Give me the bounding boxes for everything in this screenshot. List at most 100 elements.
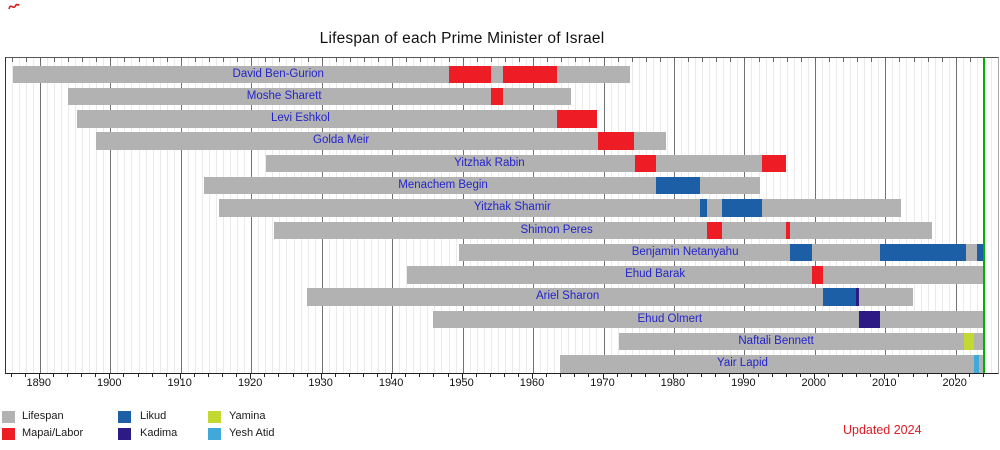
axis-tick-minor xyxy=(560,373,562,377)
top-tick xyxy=(561,58,563,62)
gridline-year xyxy=(32,58,34,373)
lifespan-bar xyxy=(68,87,571,106)
top-tick xyxy=(913,58,915,62)
axis-tick-minor xyxy=(405,373,407,377)
axis-tick-minor xyxy=(123,373,125,377)
gridline-year xyxy=(145,58,147,373)
top-tick xyxy=(758,58,760,62)
gridline-year xyxy=(948,58,950,373)
pm-row: Yitzhak Rabin xyxy=(6,154,998,173)
axis-tick-minor xyxy=(10,373,12,377)
axis-tick-minor xyxy=(588,373,590,377)
x-tick-label: 1960 xyxy=(519,377,545,389)
plot-area: David Ben-Gurion Moshe Sharett Levi Eshkol… xyxy=(5,57,999,374)
axis-tick-major xyxy=(813,373,815,379)
gridline-year xyxy=(216,58,217,373)
gridline-decade xyxy=(110,58,112,373)
top-tick xyxy=(843,58,844,62)
top-tick xyxy=(194,58,196,62)
top-tick xyxy=(82,58,84,62)
gridline-year xyxy=(969,58,971,373)
term-segment-mapai_labor xyxy=(707,221,722,240)
updated-note: Updated 2024 xyxy=(843,423,922,437)
axis-tick-minor xyxy=(377,373,378,377)
top-tick xyxy=(39,58,41,62)
lifespan-bar xyxy=(204,176,760,195)
term-segment-mapai_labor xyxy=(811,266,824,284)
pm-name-label: Yitzhak Rabin xyxy=(454,156,525,169)
lifespan-bar xyxy=(76,110,598,128)
term-segment-likud xyxy=(880,243,966,262)
gridline-year xyxy=(131,58,133,373)
x-tick-label: 1890 xyxy=(26,377,52,389)
axis-tick-minor xyxy=(137,373,139,377)
gridline-year xyxy=(82,58,84,373)
present-day-line xyxy=(983,58,986,373)
top-tick xyxy=(617,58,619,62)
top-tick xyxy=(462,58,464,62)
top-tick xyxy=(96,58,98,62)
axis-tick-minor xyxy=(151,373,153,377)
top-tick xyxy=(899,58,901,62)
axis-tick-minor xyxy=(546,373,548,377)
top-tick xyxy=(307,58,309,62)
pm-name-label: Moshe Sharett xyxy=(246,89,322,102)
axis-tick-minor xyxy=(842,373,843,377)
gridline-year xyxy=(96,58,98,373)
axis-tick-minor xyxy=(419,373,421,377)
pm-name-label: Ehud Olmert xyxy=(637,312,703,325)
chart-title: Lifespan of each Prime Minister of Israe… xyxy=(319,30,605,47)
pm-row: Yair Lapid xyxy=(6,355,998,373)
lifespan-bar xyxy=(560,355,985,373)
pm-row: Ariel Sharon xyxy=(6,288,998,306)
axis-tick-minor xyxy=(278,373,280,377)
pm-row: Menachem Begin xyxy=(6,176,998,195)
axis-tick-minor xyxy=(306,373,308,377)
axis-tick-minor xyxy=(687,373,688,377)
axis-tick-minor xyxy=(222,373,223,377)
x-tick-label: 2010 xyxy=(872,377,897,389)
axis-tick-minor xyxy=(489,373,491,377)
top-tick xyxy=(631,58,633,62)
top-tick xyxy=(547,58,549,62)
gridline-decade xyxy=(39,58,41,373)
x-tick-label: 1930 xyxy=(308,377,333,389)
gridline-year xyxy=(46,58,48,373)
axis-tick-minor xyxy=(574,373,576,377)
axis-tick-minor xyxy=(870,373,872,377)
lifespan-bar xyxy=(306,288,914,306)
legend-swatch-yamina xyxy=(208,411,221,423)
pm-name-label: Golda Meir xyxy=(313,134,370,147)
top-tick xyxy=(955,58,957,62)
legend-swatch-kadima xyxy=(118,428,131,440)
axis-tick-minor xyxy=(517,373,519,377)
axis-tick-minor xyxy=(757,373,759,377)
term-segment-kadima xyxy=(856,288,860,306)
axis-tick-minor xyxy=(912,373,914,377)
pm-row: Shimon Peres xyxy=(6,221,998,240)
pm-name-label: Ehud Barak xyxy=(625,268,686,280)
pm-row: Moshe Sharett xyxy=(6,87,998,106)
top-tick xyxy=(744,58,746,62)
pm-name-label: Yitzhak Shamir xyxy=(473,201,551,214)
lifespan-bar xyxy=(459,243,985,262)
gridline-year xyxy=(962,58,964,373)
gridline-year xyxy=(906,58,908,373)
top-tick xyxy=(406,58,408,62)
top-tick xyxy=(152,58,154,62)
term-segment-likud xyxy=(976,243,985,262)
term-segment-mapai_labor xyxy=(634,154,656,173)
gridline-year xyxy=(138,58,140,373)
gridline-year xyxy=(89,58,91,373)
term-segment-likud xyxy=(721,199,762,217)
top-tick xyxy=(223,58,224,62)
pm-name-label: Benjamin Netanyahu xyxy=(631,245,739,258)
top-tick xyxy=(828,58,830,62)
axis-tick-minor xyxy=(968,373,970,377)
top-tick xyxy=(378,58,379,62)
axis-tick-minor xyxy=(630,373,632,377)
gridline-year xyxy=(976,58,978,373)
x-tick-label: 1980 xyxy=(660,377,686,389)
pm-name-label: Naftali Bennett xyxy=(738,334,814,347)
axis-tick-major xyxy=(38,373,40,379)
